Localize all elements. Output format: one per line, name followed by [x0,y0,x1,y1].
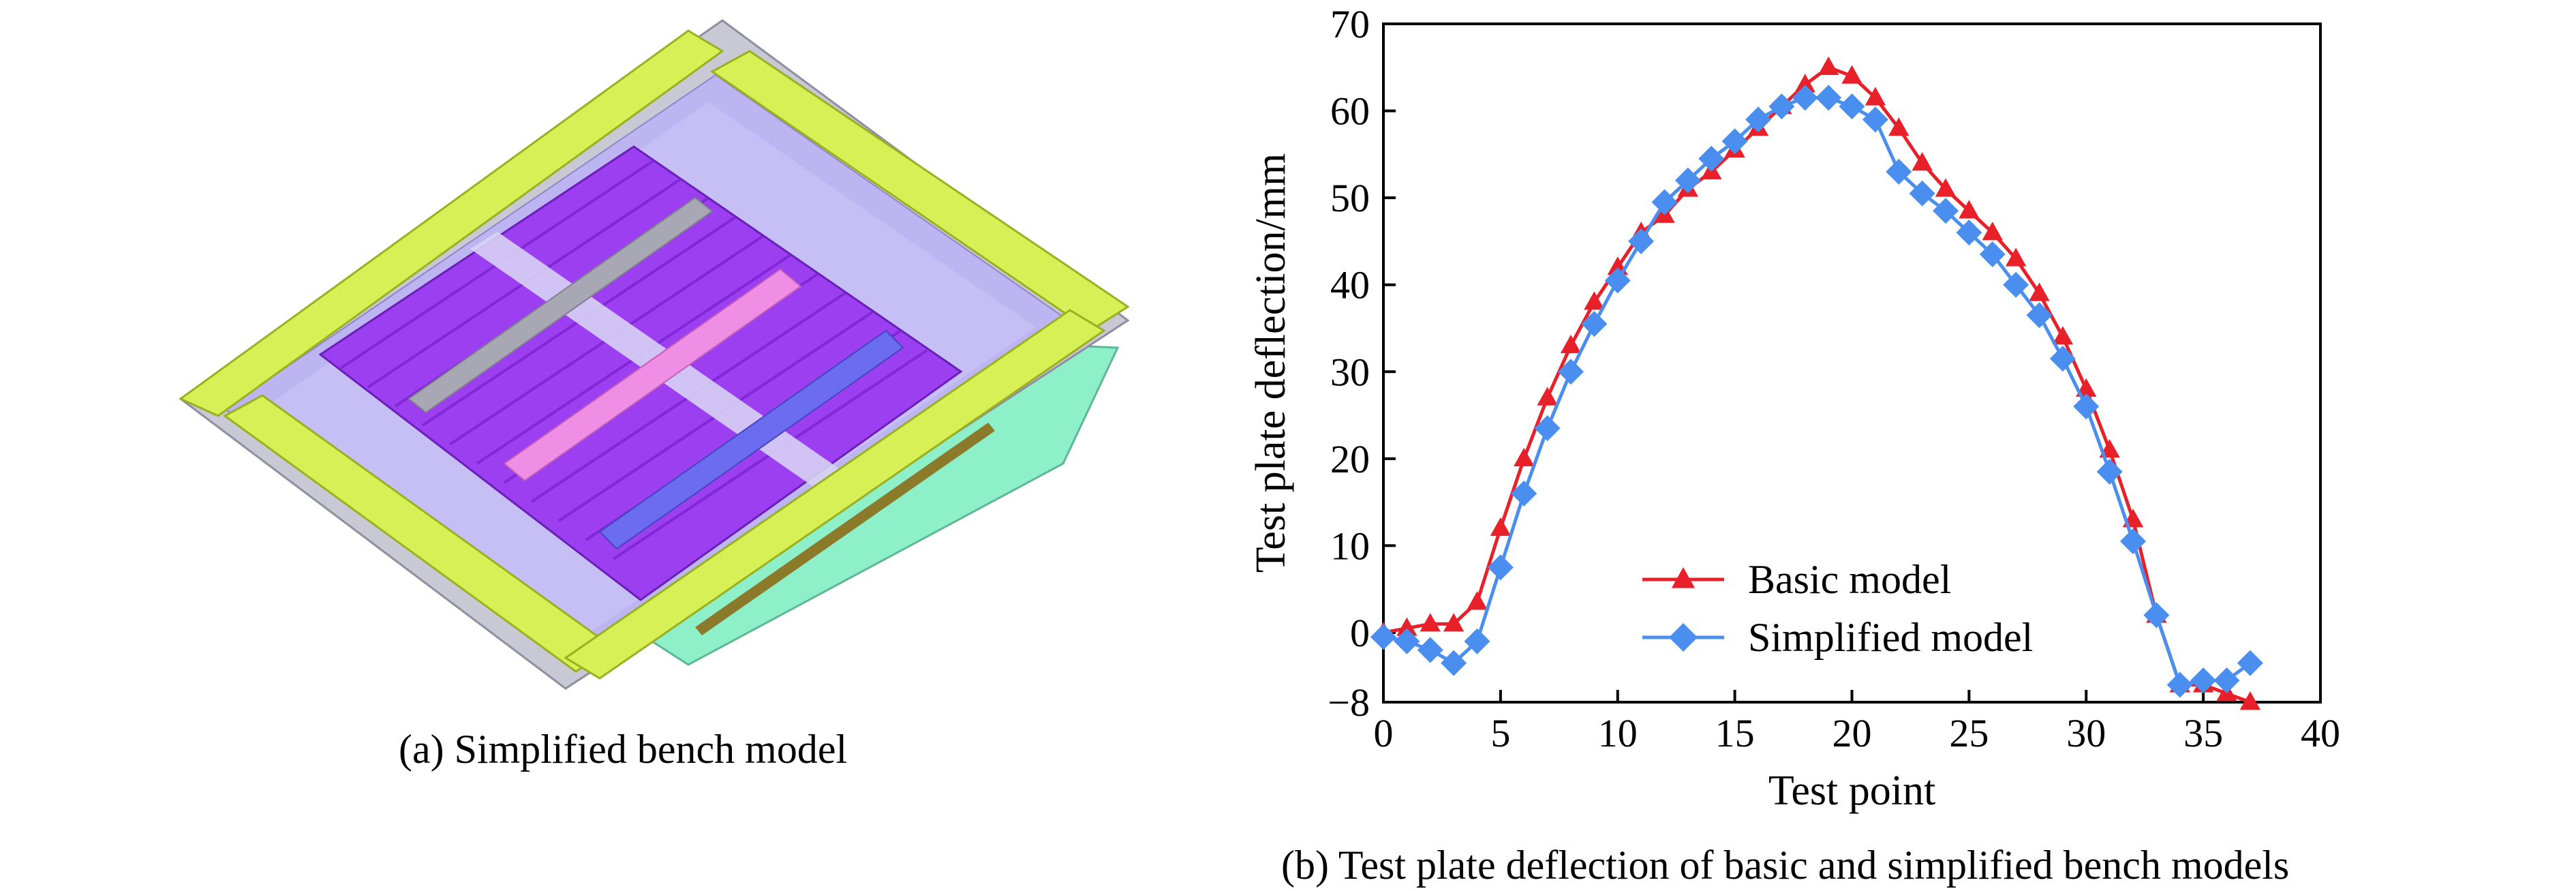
data-point-simplified-model [1721,128,1748,155]
frame-bottom-right [564,309,1106,680]
data-point-basic-model [1959,200,1980,219]
frame-top-left [179,29,724,417]
data-point-simplified-model [1698,145,1725,172]
data-point-simplified-model [1628,228,1655,254]
data-point-simplified-model [2003,271,2029,298]
x-tick-label: 0 [1374,711,1394,755]
x-tick-label: 40 [2301,711,2340,755]
data-point-simplified-model [1839,93,1865,120]
data-point-simplified-model [1558,359,1584,385]
data-point-simplified-model [2143,602,2170,629]
x-tick-label: 15 [1715,711,1755,755]
data-point-simplified-model [1674,167,1701,194]
x-tick-label: 10 [1598,711,1638,755]
data-point-simplified-model [2073,393,2100,420]
y-tick-label: 0 [1350,611,1370,655]
data-point-simplified-model [2213,667,2240,694]
legend-label: Simplified model [1748,615,2033,660]
data-point-simplified-model [2190,667,2217,694]
series-line-basic-model [1383,65,2251,704]
data-point-simplified-model [1417,637,1443,663]
data-point-simplified-model [2120,528,2146,555]
data-point-simplified-model [1815,85,1842,111]
y-axis-label: Test plate deflection/mm [1248,153,1294,573]
data-point-simplified-model [1534,415,1561,442]
y-tick-label: 70 [1330,2,1370,46]
data-point-simplified-model [1933,198,1959,224]
data-point-basic-model [1982,222,2003,241]
data-point-basic-model [1888,117,1910,136]
data-point-basic-model [1443,613,1465,632]
gray-beam [408,196,714,414]
data-point-simplified-model [1768,93,1795,120]
data-point-simplified-model [1511,480,1537,507]
data-point-simplified-model [2166,671,2193,698]
data-point-basic-model [1912,152,1933,171]
underside-strip [695,423,995,635]
data-point-simplified-model [1886,158,1912,185]
data-point-simplified-model [1464,628,1490,654]
data-point-simplified-model [1956,220,1982,246]
x-tick-label: 5 [1490,711,1510,755]
y-tick-label: −8 [1328,680,1370,725]
legend-label: Basic model [1748,557,1951,602]
legend-marker-diamond [1669,623,1698,652]
data-point-simplified-model [1604,267,1631,294]
data-point-basic-model [1841,65,1862,84]
data-point-basic-model [2052,326,2074,345]
data-point-basic-model [1467,591,1488,610]
x-tick-label: 25 [1949,711,1989,755]
data-point-basic-model [1537,387,1558,406]
data-point-simplified-model [2237,650,2263,676]
data-point-simplified-model [2049,346,2076,372]
y-tick-label: 20 [1330,437,1370,481]
data-point-basic-model [1560,334,1582,354]
data-point-basic-model [1865,87,1886,106]
y-tick-label: 10 [1330,524,1370,568]
data-point-simplified-model [2096,458,2123,485]
y-tick-label: 30 [1330,350,1370,394]
data-point-simplified-model [1745,106,1771,133]
data-point-basic-model [2239,691,2261,710]
legend-marker-triangle [1671,567,1696,588]
data-point-basic-model [1935,178,1957,197]
data-point-basic-model [2005,247,2027,267]
data-point-simplified-model [1441,650,1467,676]
data-point-simplified-model [1487,554,1514,581]
data-point-simplified-model [1651,189,1678,215]
x-tick-label: 35 [2183,711,2223,755]
data-point-simplified-model [1581,311,1608,337]
data-point-basic-model [1490,517,1512,537]
data-point-simplified-model [1394,628,1420,654]
data-point-basic-model [1396,617,1417,636]
data-point-basic-model [1420,613,1441,632]
frame-top-right [710,50,1130,332]
x-axis-label: Test point [1768,768,1935,814]
data-point-simplified-model [1862,106,1888,133]
data-point-basic-model [2029,282,2050,301]
data-point-simplified-model [1979,241,2006,268]
y-tick-label: 50 [1330,176,1370,220]
data-point-simplified-model [1792,85,1818,111]
data-point-simplified-model [2026,302,2053,329]
blue-beam [598,329,904,550]
data-point-simplified-model [1370,624,1396,650]
data-point-basic-model [1794,74,1815,93]
pink-beam [503,268,802,482]
x-tick-label: 20 [1833,711,1872,755]
x-tick-label: 30 [2066,711,2106,755]
bench-model-illustration [179,19,1130,690]
y-tick-label: 40 [1330,263,1370,307]
data-point-basic-model [1584,291,1605,310]
panel-b-caption: (b) Test plate deflection of basic and s… [1281,843,2290,888]
y-tick-label: 60 [1330,89,1370,134]
panel-a-caption: (a) Simplified bench model [399,727,848,772]
data-point-simplified-model [1909,180,1935,207]
data-point-basic-model [1514,447,1535,467]
data-point-basic-model [1818,56,1839,75]
